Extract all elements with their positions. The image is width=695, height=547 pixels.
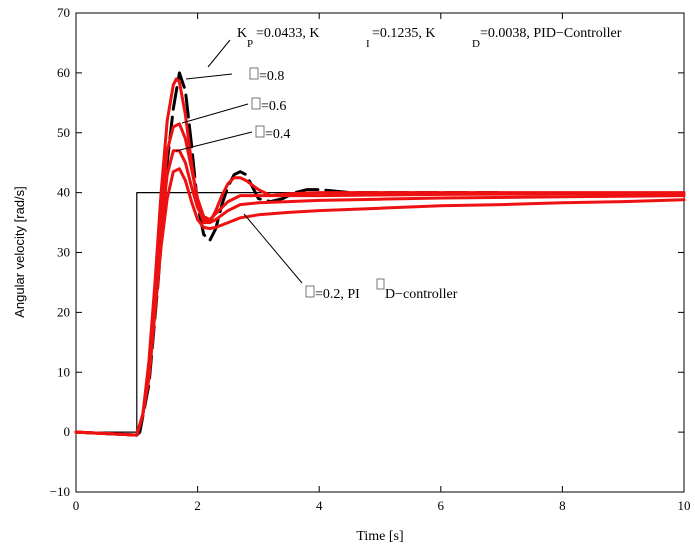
svg-text:D: D: [472, 38, 480, 50]
y-tick-label: 40: [57, 185, 70, 200]
y-tick-label: 60: [57, 65, 70, 80]
svg-text:=0.6: =0.6: [261, 99, 286, 114]
svg-text:=0.4: =0.4: [265, 127, 290, 142]
annotation-pid: K P =0.0433, K I =0.1235, K D =0.0038, P…: [237, 26, 622, 50]
alpha-symbol-box: [255, 125, 265, 138]
y-axis-label: Angular velocity [rad/s]: [12, 186, 27, 318]
svg-text:=0.2, PI: =0.2, PI: [315, 287, 360, 302]
y-tick-label: 10: [57, 364, 70, 379]
svg-text:=0.0433, K: =0.0433, K: [256, 26, 320, 41]
leader-pid: [207, 39, 231, 68]
annotation-alpha-02: =0.2, PI D−controller: [305, 278, 458, 302]
plot-area: [75, 12, 685, 493]
svg-text:K: K: [237, 26, 247, 41]
alpha-symbol-box: [249, 67, 259, 80]
leader-08: [185, 73, 233, 80]
x-axis-ticks: 0 2 4 6 8 10: [73, 13, 691, 513]
leader-06: [181, 103, 249, 124]
x-tick-label: 4: [316, 498, 323, 513]
series-fractional-4: [74, 167, 686, 437]
y-tick-label: 0: [64, 424, 71, 439]
leader-02: [243, 213, 303, 284]
svg-text:D−controller: D−controller: [385, 287, 458, 302]
series-group: [74, 71, 686, 437]
svg-text:P: P: [247, 38, 253, 50]
x-tick-label: 8: [559, 498, 566, 513]
y-tick-label: 30: [57, 245, 70, 260]
leader-04: [175, 131, 253, 152]
x-tick-label: 10: [678, 498, 691, 513]
x-tick-label: 2: [194, 498, 201, 513]
alpha-symbol-box: [305, 285, 315, 298]
lambda-symbol-box: [376, 278, 385, 290]
y-axis-ticks: −10 0 10 20 30 40 50 60 70: [50, 5, 684, 499]
alpha-symbol-box: [251, 97, 261, 110]
y-tick-label: 50: [57, 125, 70, 140]
x-tick-label: 6: [438, 498, 445, 513]
annotation-alpha-08: =0.8: [249, 67, 284, 84]
y-tick-label: 20: [57, 304, 70, 319]
annotation-alpha-06: =0.6: [251, 97, 286, 114]
svg-text:=0.1235, K: =0.1235, K: [372, 26, 436, 41]
annotation-leaders: [175, 39, 303, 284]
svg-text:=0.8: =0.8: [259, 69, 284, 84]
svg-text:I: I: [366, 38, 370, 50]
x-axis-label: Time [s]: [356, 529, 403, 544]
svg-text:=0.0038, PID−Controller: =0.0038, PID−Controller: [480, 26, 622, 41]
x-tick-label: 0: [73, 498, 80, 513]
y-tick-label: −10: [50, 484, 70, 499]
y-tick-label: 70: [57, 5, 70, 20]
annotation-alpha-04: =0.4: [255, 125, 290, 142]
